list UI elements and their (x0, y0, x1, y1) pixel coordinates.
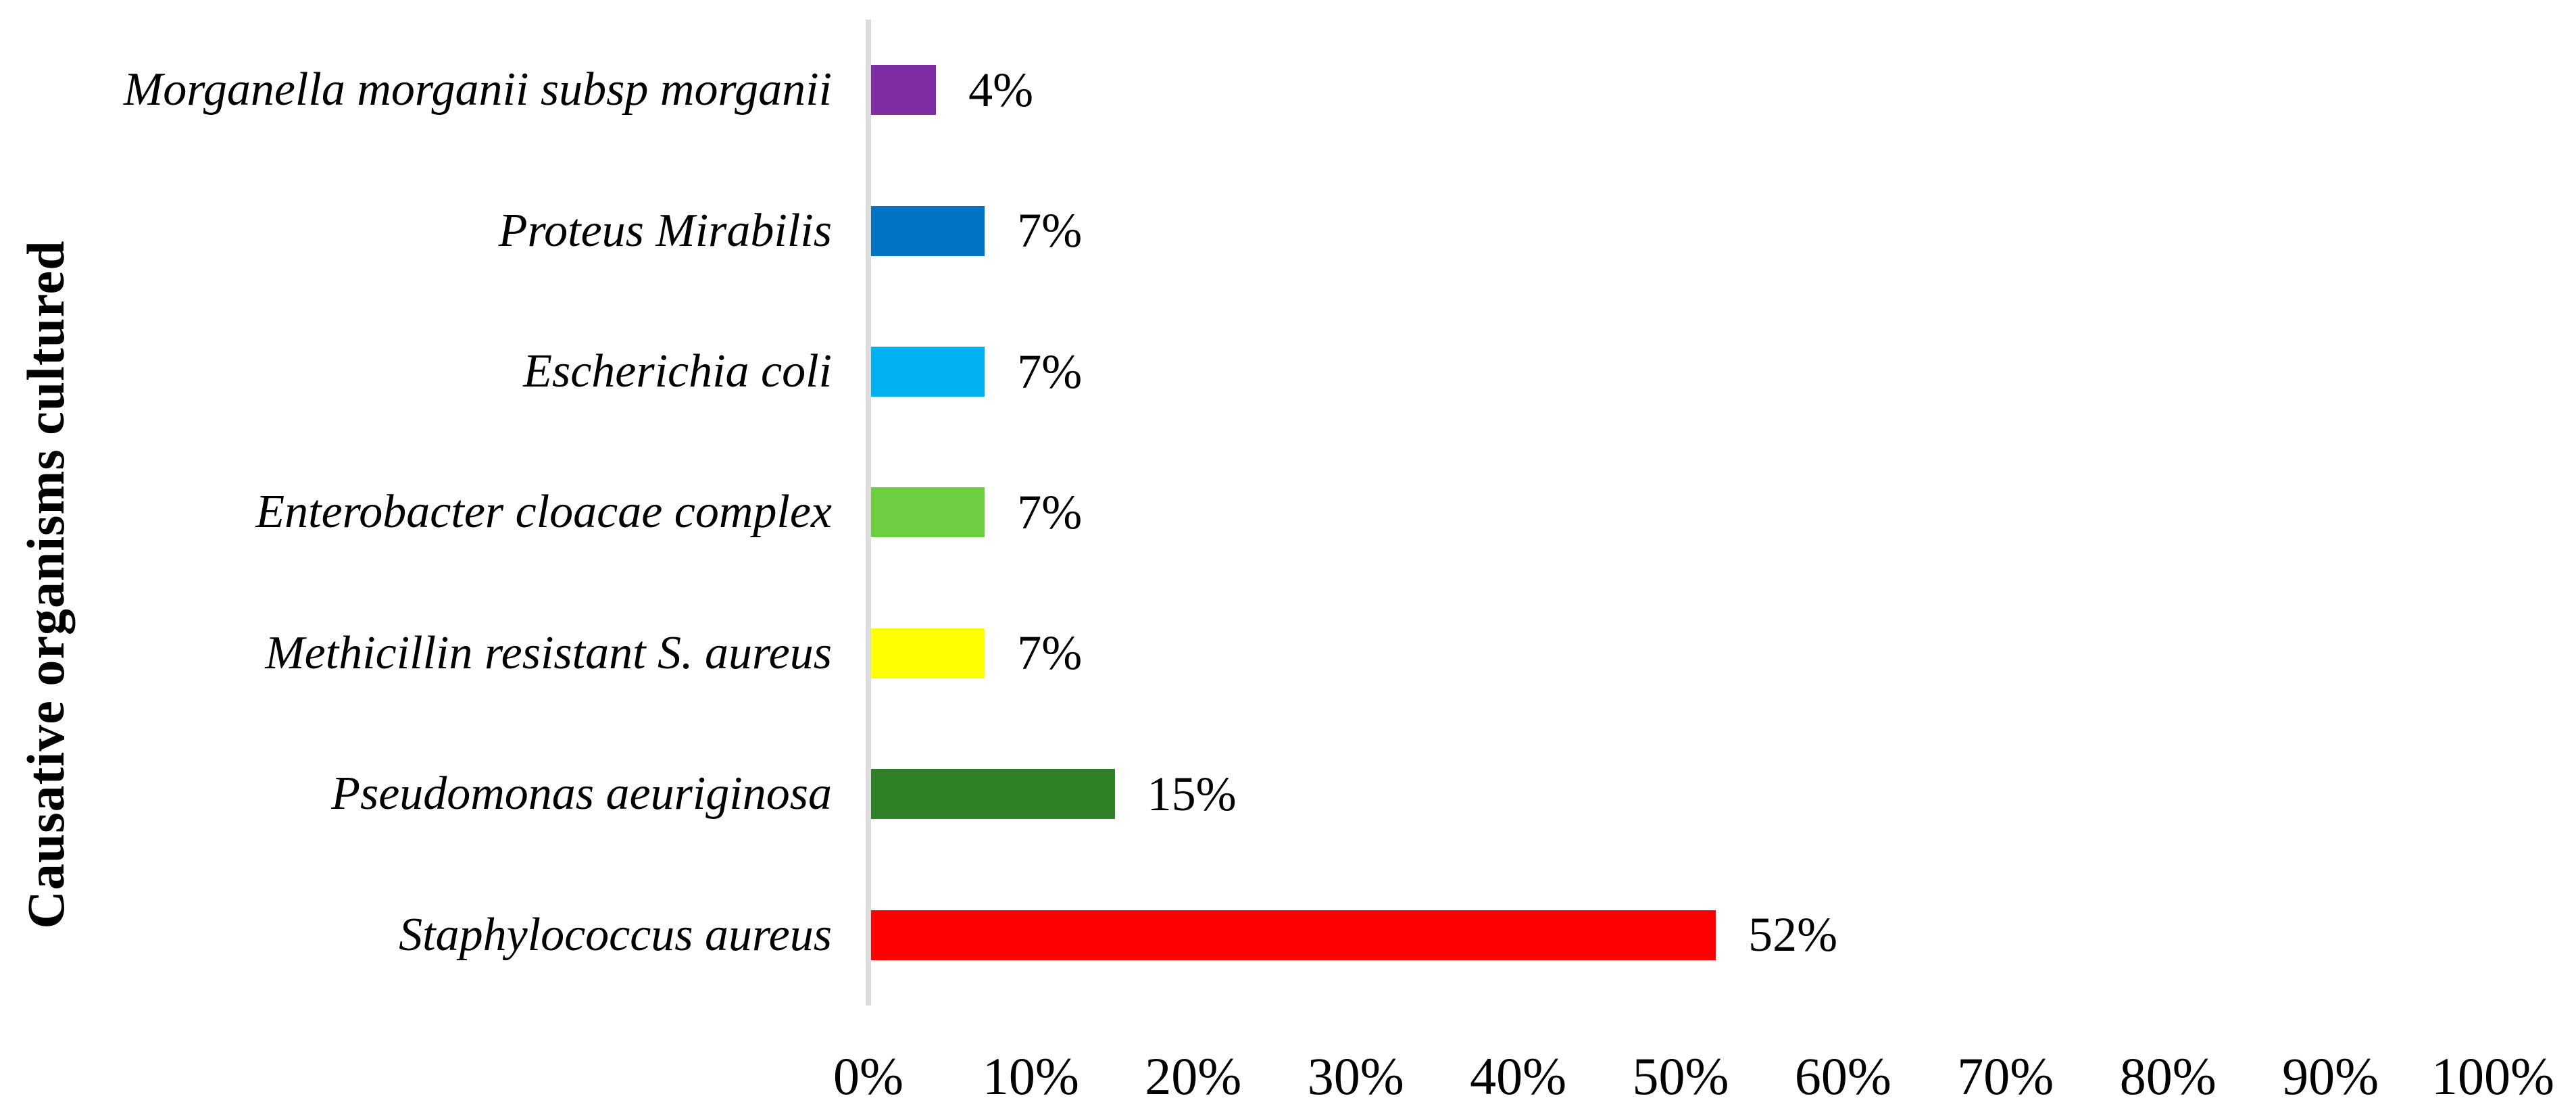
value-label: 15% (1147, 766, 1237, 821)
bar (871, 347, 985, 397)
bar-row: 7% (871, 160, 2496, 301)
bar (871, 769, 1115, 820)
value-label: 7% (1017, 203, 1083, 258)
bar-row: 4% (871, 20, 2496, 160)
x-tick-label: 50% (1632, 1047, 1729, 1106)
x-tick-label: 100% (2431, 1047, 2554, 1106)
bar-row: 15% (871, 724, 2496, 864)
bar (871, 205, 985, 256)
x-tick-label: 80% (2119, 1047, 2216, 1106)
value-label: 4% (968, 62, 1034, 117)
x-tick-label: 30% (1307, 1047, 1404, 1106)
category-label: Enterobacter cloacae complex (255, 486, 832, 539)
bar (871, 487, 985, 538)
category-label: Methicillin resistant S. aureus (265, 626, 832, 679)
value-label: 52% (1748, 908, 1838, 962)
bar (871, 628, 985, 678)
plot-area: 4% 7% 7% 7% 7% 15% 52% (871, 20, 2496, 1006)
category-label: Pseudomonas aeuriginosa (331, 768, 832, 820)
x-tick-label: 20% (1145, 1047, 1242, 1106)
bar-row: 52% (871, 865, 2496, 1006)
x-tick-label: 70% (1957, 1047, 2054, 1106)
category-labels: Morganella morganii subsp morganii Proteu… (0, 20, 866, 1006)
value-label: 7% (1017, 485, 1083, 539)
x-tick-label: 60% (1794, 1047, 1891, 1106)
x-axis-ticks: 0% 10% 20% 30% 40% 50% 60% 70% 80% 90% 100% (833, 1046, 2554, 1114)
x-tick-label: 90% (2282, 1047, 2379, 1106)
y-axis-line (866, 20, 871, 1006)
category-label: Morganella morganii subsp morganii (123, 64, 832, 116)
category-label: Staphylococcus aureus (399, 908, 832, 961)
bar (871, 65, 937, 116)
bar (871, 910, 1716, 960)
bar-row: 7% (871, 583, 2496, 724)
x-tick-label: 40% (1470, 1047, 1567, 1106)
x-tick-label: 0% (833, 1047, 903, 1106)
value-label: 7% (1017, 626, 1083, 680)
x-tick-label: 10% (982, 1047, 1079, 1106)
value-label: 7% (1017, 344, 1083, 399)
bar-row: 7% (871, 301, 2496, 442)
bar-row: 7% (871, 442, 2496, 582)
category-label: Proteus Mirabilis (498, 204, 832, 257)
category-label: Escherichia coli (523, 345, 832, 398)
